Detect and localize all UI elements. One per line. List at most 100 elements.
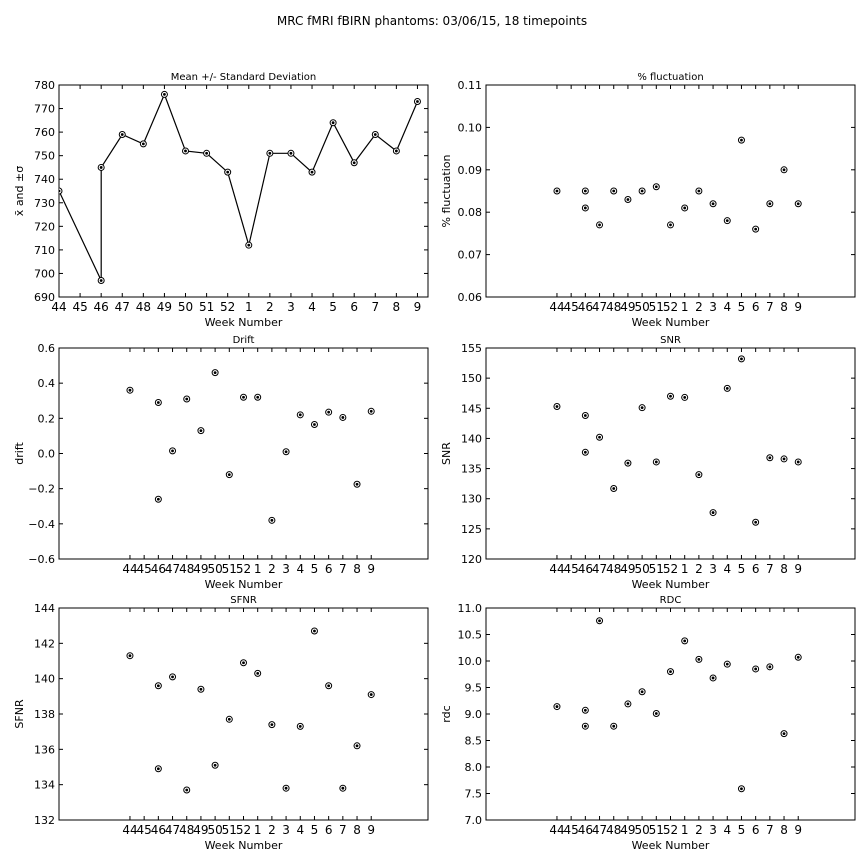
y-tick-label: 700 xyxy=(34,267,55,280)
data-point xyxy=(794,653,802,661)
data-point-dot xyxy=(640,690,644,694)
data-point-dot xyxy=(740,138,743,142)
x-axis-label: Week Number xyxy=(632,839,710,852)
y-axis-label: drift xyxy=(13,442,26,465)
data-point-dot xyxy=(626,702,630,706)
data-point-dot xyxy=(711,676,715,680)
y-tick-label: 136 xyxy=(34,743,55,756)
data-point xyxy=(624,700,632,708)
plot-frame xyxy=(58,607,429,821)
data-point xyxy=(553,402,561,410)
data-point-dot xyxy=(227,717,231,721)
data-point-dot xyxy=(352,161,356,165)
data-point-dot xyxy=(341,786,345,790)
x-tick-label: 48 xyxy=(606,823,621,837)
data-point-dot xyxy=(373,133,377,136)
data-point-dot xyxy=(171,675,174,679)
data-point xyxy=(610,722,618,730)
plot-title: Mean +/- Standard Deviation xyxy=(171,72,316,83)
data-point xyxy=(780,166,788,174)
data-point-dot xyxy=(284,786,288,790)
x-tick-label: 2 xyxy=(695,823,703,837)
y-tick-label: 0.06 xyxy=(458,291,483,304)
data-point-dot xyxy=(270,518,274,522)
data-point-dot xyxy=(583,414,587,417)
data-point xyxy=(126,652,134,660)
plot-frame xyxy=(58,84,429,298)
x-tick-label: 44 xyxy=(51,300,66,314)
data-point-dot xyxy=(754,667,758,671)
data-point-dot xyxy=(640,189,644,193)
x-tick-label: 7 xyxy=(339,823,347,837)
data-point xyxy=(182,147,190,155)
data-point xyxy=(183,395,191,403)
x-tick-label: 50 xyxy=(207,823,222,837)
x-tick-label: 8 xyxy=(780,823,788,837)
data-point-dot xyxy=(612,189,616,193)
x-tick-label: 8 xyxy=(393,300,401,314)
data-point xyxy=(780,730,788,738)
data-point xyxy=(308,168,316,176)
data-point-dot xyxy=(327,684,331,688)
chart-snr: SNR1201251301351401451501554445464748495… xyxy=(440,335,856,591)
x-tick-label: 51 xyxy=(649,300,664,314)
data-point xyxy=(197,685,205,693)
data-point xyxy=(667,392,674,400)
x-tick-label: 5 xyxy=(738,562,746,576)
data-point-dot xyxy=(369,409,373,413)
data-point-dot xyxy=(754,520,758,524)
data-point xyxy=(282,784,290,792)
data-point xyxy=(240,393,247,401)
y-tick-label: −0.4 xyxy=(28,518,55,531)
x-tick-label: 50 xyxy=(634,300,649,314)
plot-frame xyxy=(58,347,429,560)
data-point-dot xyxy=(184,149,187,153)
y-axis-label: SNR xyxy=(440,442,453,465)
x-axis-label: Week Number xyxy=(632,316,710,329)
y-tick-label: 150 xyxy=(461,372,482,385)
x-tick-label: 51 xyxy=(199,300,214,314)
y-tick-label: 0.2 xyxy=(38,412,56,425)
data-point-dot xyxy=(768,456,772,460)
data-point xyxy=(709,200,717,208)
data-point-dot xyxy=(99,166,103,169)
data-point xyxy=(154,765,162,773)
x-tick-label: 45 xyxy=(137,562,152,576)
x-tick-label: 7 xyxy=(766,823,774,837)
data-point xyxy=(695,187,703,195)
data-point xyxy=(681,393,689,401)
x-tick-label: 6 xyxy=(752,562,760,576)
x-tick-label: 52 xyxy=(663,562,678,576)
x-tick-label: 5 xyxy=(311,562,319,576)
x-tick-label: 2 xyxy=(268,823,276,837)
data-point-dot xyxy=(725,662,729,666)
data-point xyxy=(752,225,760,233)
data-point xyxy=(667,668,674,676)
x-tick-label: 9 xyxy=(414,300,422,314)
x-tick-label: 48 xyxy=(179,823,194,837)
y-tick-label: 9.0 xyxy=(465,708,483,721)
data-point-dot xyxy=(156,401,160,404)
data-point xyxy=(667,221,674,229)
x-tick-label: 7 xyxy=(766,562,774,576)
data-point-dot xyxy=(555,405,559,408)
data-point-dot xyxy=(626,461,630,465)
data-point xyxy=(254,669,262,677)
data-point xyxy=(596,433,604,441)
data-point xyxy=(752,665,760,673)
data-point xyxy=(254,393,262,401)
x-tick-label: 2 xyxy=(268,562,276,576)
data-point-dot xyxy=(555,189,559,193)
data-point xyxy=(310,420,318,428)
data-point-dot xyxy=(99,279,103,282)
data-point xyxy=(169,447,177,455)
data-point-dot xyxy=(141,142,145,146)
x-tick-label: 49 xyxy=(620,562,635,576)
y-tick-label: 690 xyxy=(34,291,55,304)
data-point-dot xyxy=(242,395,245,399)
x-tick-label: 4 xyxy=(723,300,731,314)
data-point-dot xyxy=(59,189,61,193)
chart-drift: Drift−0.6−0.4−0.20.00.20.40.644454647484… xyxy=(13,335,429,591)
data-point-dot xyxy=(782,457,786,461)
data-point-dot xyxy=(583,708,587,712)
